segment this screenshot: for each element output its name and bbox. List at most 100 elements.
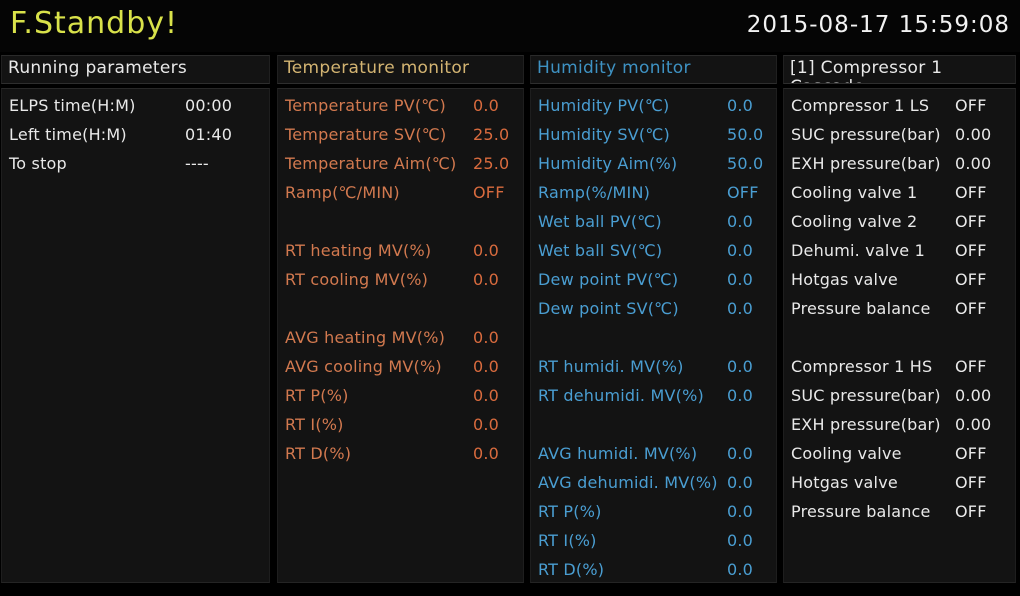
row-label: EXH pressure(bar) (791, 154, 941, 173)
row-value: OFF (955, 357, 987, 376)
row-label: Wet ball PV(℃) (538, 212, 662, 231)
row-value: 0.0 (727, 444, 754, 463)
table-row: RT P(%) 0.0 (531, 497, 776, 526)
panel-body-humidity-monitor: Humidity PV(℃) 0.0 Humidity SV(℃) 50.0 Humid… (530, 88, 777, 583)
table-row: RT I(%) 0.0 (278, 410, 523, 439)
row-label: Humidity PV(℃) (538, 96, 670, 115)
row-value: 0.0 (473, 415, 500, 434)
row-value: 0.0 (473, 357, 500, 376)
table-row: RT P(%) 0.0 (278, 381, 523, 410)
table-row: To stop ---- (2, 149, 269, 178)
row-label: Dew point SV(℃) (538, 299, 679, 318)
table-row: Cooling valve OFF (784, 439, 1015, 468)
table-row: Dehumi. valve 1 OFF (784, 236, 1015, 265)
table-row: Ramp(℃/MIN) OFF (278, 178, 523, 207)
table-row: Humidity Aim(%) 50.0 (531, 149, 776, 178)
row-label: RT dehumidi. MV(%) (538, 386, 704, 405)
row-label: Hotgas valve (791, 270, 898, 289)
table-row: Humidity SV(℃) 50.0 (531, 120, 776, 149)
row-label: Cooling valve 2 (791, 212, 918, 231)
row-value: 0.0 (727, 473, 754, 492)
table-row: RT heating MV(%) 0.0 (278, 236, 523, 265)
table-row: Humidity PV(℃) 0.0 (531, 91, 776, 120)
row-value: 0.0 (727, 212, 754, 231)
table-row: RT dehumidi. MV(%) 0.0 (531, 381, 776, 410)
table-row: Wet ball PV(℃) 0.0 (531, 207, 776, 236)
row-label: Temperature SV(℃) (285, 125, 447, 144)
row-label: SUC pressure(bar) (791, 125, 941, 144)
table-row: RT D(%) 0.0 (278, 439, 523, 468)
row-label: Ramp(℃/MIN) (285, 183, 400, 202)
row-label: Dew point PV(℃) (538, 270, 679, 289)
row-value: OFF (955, 241, 987, 260)
row-label: RT I(%) (285, 415, 344, 434)
table-row: Compressor 1 LS OFF (784, 91, 1015, 120)
row-label: RT P(%) (538, 502, 602, 521)
table-row: Temperature Aim(℃) 25.0 (278, 149, 523, 178)
row-value: 01:40 (185, 125, 233, 144)
row-value: 50.0 (727, 154, 764, 173)
row-value: OFF (955, 212, 987, 231)
panel-header-running-parameters: Running parameters (1, 55, 270, 84)
panel-body-compressor-1-cascade: Compressor 1 LS OFF SUC pressure(bar) 0.00 E… (783, 88, 1016, 583)
row-label: Left time(H:M) (9, 125, 127, 144)
panel-header-temperature-monitor: Temperature monitor (277, 55, 524, 84)
row-label: RT D(%) (285, 444, 352, 463)
row-value: 0.0 (727, 386, 754, 405)
table-row: RT cooling MV(%) 0.0 (278, 265, 523, 294)
row-label: RT D(%) (538, 560, 605, 579)
row-label: Cooling valve (791, 444, 902, 463)
row-value: 0.00 (955, 125, 992, 144)
table-row: Dew point PV(℃) 0.0 (531, 265, 776, 294)
row-value: 0.0 (727, 531, 754, 550)
table-row: Cooling valve 2 OFF (784, 207, 1015, 236)
row-label: RT humidi. MV(%) (538, 357, 684, 376)
row-value: 0.0 (473, 444, 500, 463)
table-row: Wet ball SV(℃) 0.0 (531, 236, 776, 265)
table-row: Hotgas valve OFF (784, 468, 1015, 497)
machine-status-title: F.Standby! (10, 6, 179, 41)
row-label: RT cooling MV(%) (285, 270, 429, 289)
table-row: Pressure balance OFF (784, 497, 1015, 526)
spacer-row (278, 294, 523, 323)
table-row: Left time(H:M) 01:40 (2, 120, 269, 149)
row-value: 0.0 (727, 270, 754, 289)
row-value: ---- (185, 154, 209, 173)
row-value: 0.0 (727, 299, 754, 318)
row-value: 0.0 (727, 560, 754, 579)
table-row: SUC pressure(bar) 0.00 (784, 120, 1015, 149)
panel-header-humidity-monitor: Humidity monitor (530, 55, 777, 84)
table-row: RT I(%) 0.0 (531, 526, 776, 555)
table-row: AVG humidi. MV(%) 0.0 (531, 439, 776, 468)
panel-header-compressor-1-cascade: [1] Compressor 1Cascade (783, 55, 1016, 84)
row-value: 0.0 (473, 241, 500, 260)
row-value: 0.0 (727, 357, 754, 376)
row-label: Humidity SV(℃) (538, 125, 670, 144)
row-value: 0.0 (473, 328, 500, 347)
table-row: Cooling valve 1 OFF (784, 178, 1015, 207)
table-row: Pressure balance OFF (784, 294, 1015, 323)
panel-body-running-parameters: ELPS time(H:M) 00:00 Left time(H:M) 01:40 To… (1, 88, 270, 583)
panel-subtitle: Cascade (790, 78, 1015, 84)
row-label: AVG humidi. MV(%) (538, 444, 698, 463)
row-label: Temperature PV(℃) (285, 96, 446, 115)
row-label: ELPS time(H:M) (9, 96, 136, 115)
row-value: 25.0 (473, 154, 510, 173)
table-row: ELPS time(H:M) 00:00 (2, 91, 269, 120)
row-label: AVG heating MV(%) (285, 328, 446, 347)
table-row: Ramp(%/MIN) OFF (531, 178, 776, 207)
row-value: 0.0 (727, 241, 754, 260)
row-label: RT P(%) (285, 386, 349, 405)
row-value: 00:00 (185, 96, 233, 115)
row-label: SUC pressure(bar) (791, 386, 941, 405)
table-row: Temperature PV(℃) 0.0 (278, 91, 523, 120)
row-value: 0.0 (727, 502, 754, 521)
datetime-display: 2015-08-17 15:59:08 (746, 12, 1010, 38)
spacer-row (531, 323, 776, 352)
table-row: AVG cooling MV(%) 0.0 (278, 352, 523, 381)
table-row: AVG dehumidi. MV(%) 0.0 (531, 468, 776, 497)
table-row: EXH pressure(bar) 0.00 (784, 149, 1015, 178)
row-value: 0.0 (473, 386, 500, 405)
panel-title: [1] Compressor 1 (790, 58, 943, 78)
